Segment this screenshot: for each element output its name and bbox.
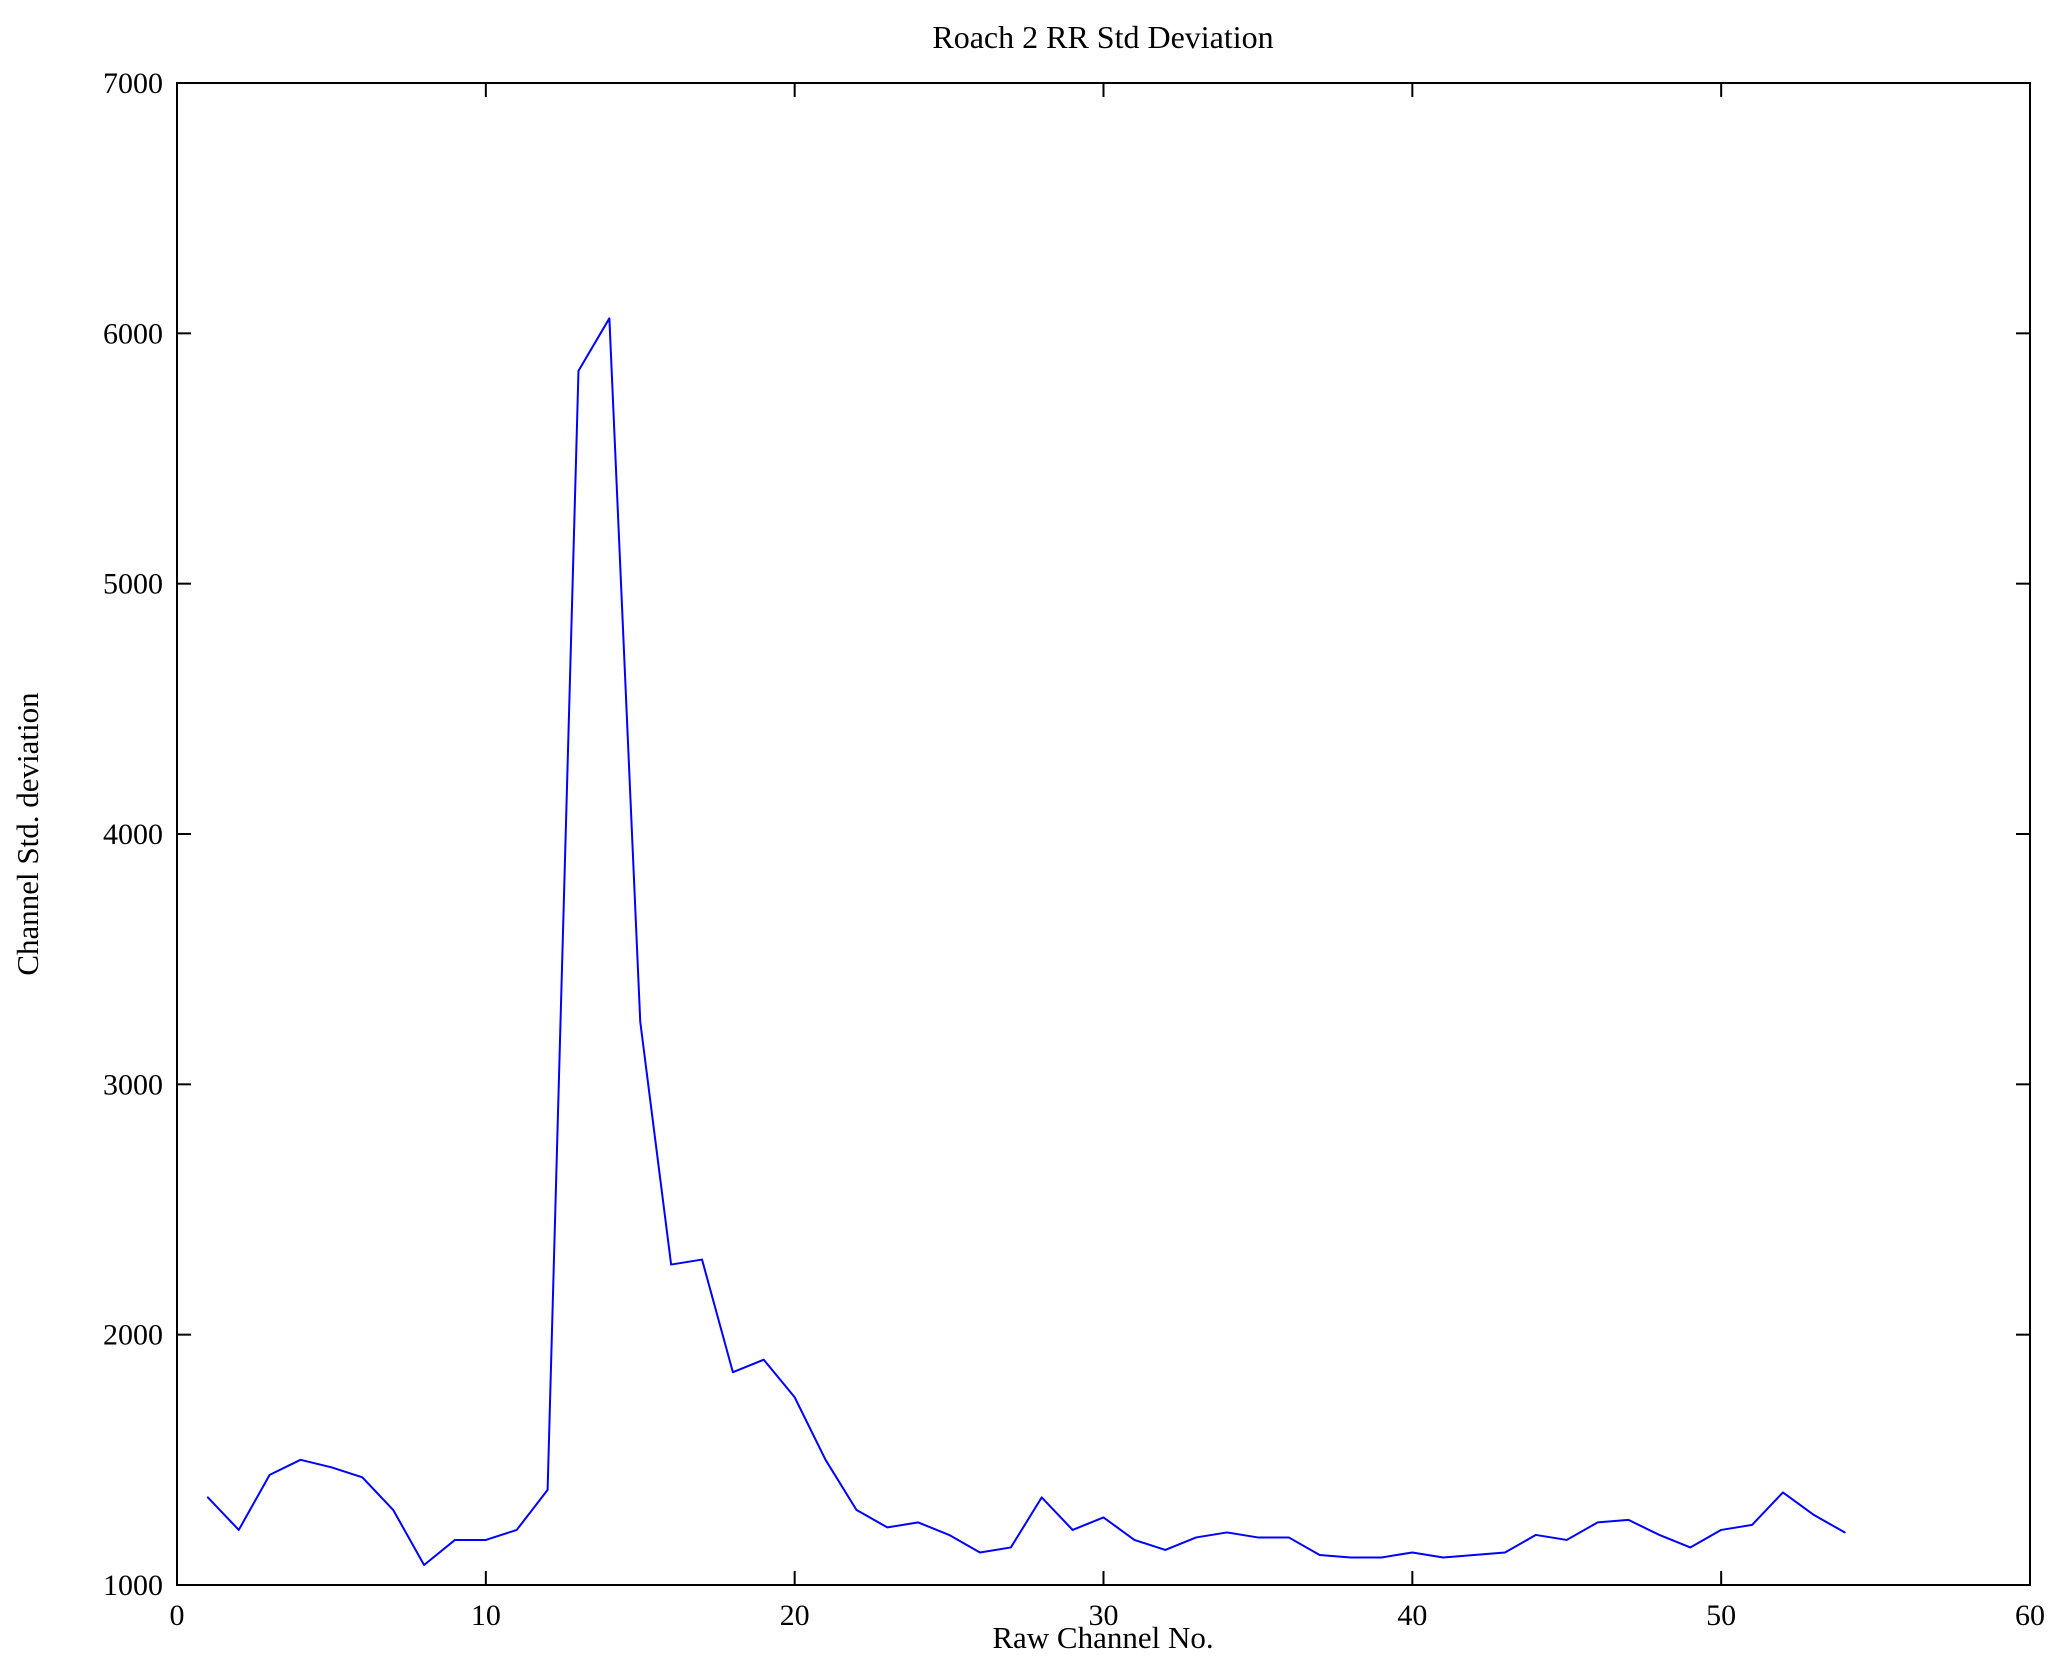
y-tick-label: 4000 xyxy=(103,818,163,851)
y-tick-label: 6000 xyxy=(103,317,163,350)
x-tick-label: 50 xyxy=(1706,1599,1736,1632)
x-tick-label: 0 xyxy=(170,1599,185,1632)
y-tick-label: 3000 xyxy=(103,1068,163,1101)
chart-plot-area: 0 10 20 30 40 50 60 1000 2000 3000 4000 5000 6000 700… xyxy=(103,67,2045,1632)
axes-box xyxy=(176,82,2031,1586)
data-series-line xyxy=(206,317,1846,1566)
x-tick-label: 40 xyxy=(1397,1599,1427,1632)
chart-title: Roach 2 RR Std Deviation xyxy=(932,19,1273,55)
y-tick-label: 7000 xyxy=(103,67,163,100)
y-tick-label: 5000 xyxy=(103,568,163,601)
x-tick-label: 10 xyxy=(471,1599,501,1632)
x-tick-label: 60 xyxy=(2015,1599,2045,1632)
y-tick-label: 1000 xyxy=(103,1569,163,1602)
y-axis-label: Channel Std. deviation xyxy=(10,692,45,976)
x-tick-label: 20 xyxy=(780,1599,810,1632)
x-axis-label: Raw Channel No. xyxy=(992,1620,1213,1655)
y-tick-label: 2000 xyxy=(103,1319,163,1352)
x-tick-label: 30 xyxy=(1089,1599,1119,1632)
